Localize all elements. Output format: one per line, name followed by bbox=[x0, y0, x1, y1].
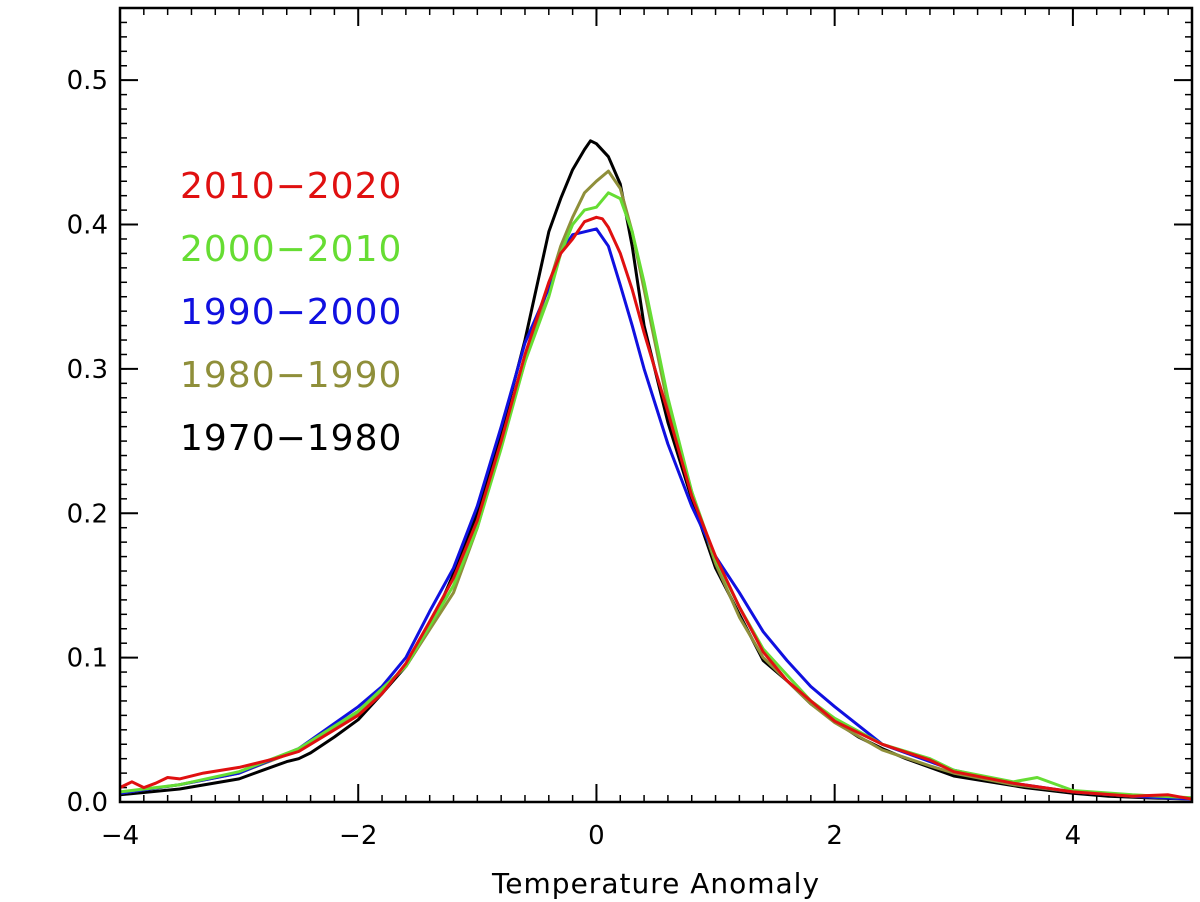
y-tick-label: 0.4 bbox=[67, 211, 108, 241]
series-lines bbox=[120, 139, 1192, 801]
y-tick-label: 0.5 bbox=[67, 66, 108, 96]
x-tick-label: −4 bbox=[101, 821, 139, 851]
x-tick-label: 2 bbox=[826, 821, 843, 851]
series-line-1980-1990 bbox=[120, 169, 1192, 801]
legend-entry: 1980−1990 bbox=[180, 355, 402, 396]
legend-entry: 2000−2010 bbox=[180, 229, 402, 270]
x-tick-label: 0 bbox=[588, 821, 605, 851]
series-line-2000-2010 bbox=[120, 191, 1192, 800]
y-tick-label: 0.3 bbox=[67, 355, 108, 385]
tick-labels: −4 −2 0 2 4 0.0 0.1 0.2 0.3 0.4 0.5 bbox=[67, 66, 1082, 851]
legend: 2010−2020 2000−2010 1990−2000 1980−1990 1970… bbox=[180, 166, 402, 459]
plot-frame bbox=[118, 6, 1194, 804]
x-tick-label: −2 bbox=[339, 821, 377, 851]
legend-entry: 1990−2000 bbox=[180, 292, 402, 333]
series-line-2010-2020 bbox=[120, 215, 1192, 801]
x-axis-title: Temperature Anomaly bbox=[491, 867, 820, 900]
legend-entry: 2010−2020 bbox=[180, 166, 402, 207]
x-tick-label: 4 bbox=[1065, 821, 1082, 851]
y-tick-label: 0.2 bbox=[67, 499, 108, 529]
legend-entry: 1970−1980 bbox=[180, 418, 402, 459]
y-tick-label: 0.0 bbox=[67, 788, 108, 818]
y-tick-label: 0.1 bbox=[67, 644, 108, 674]
